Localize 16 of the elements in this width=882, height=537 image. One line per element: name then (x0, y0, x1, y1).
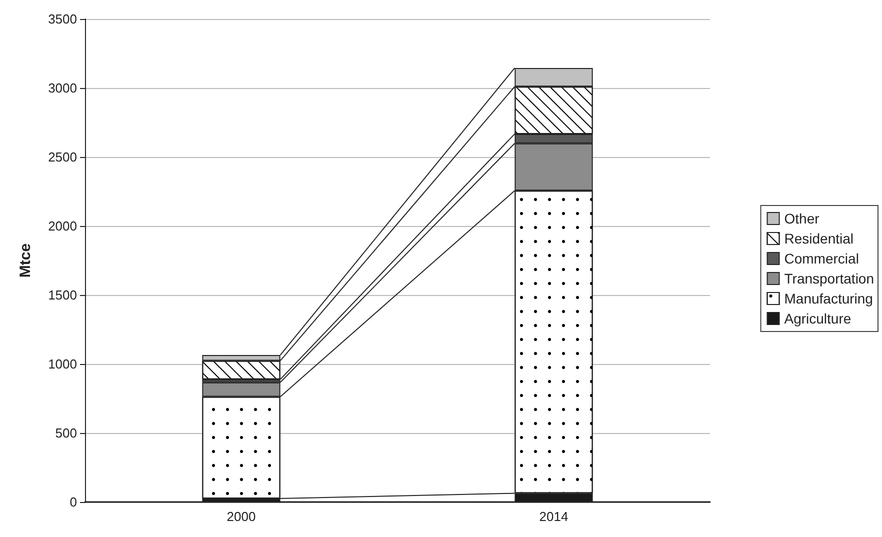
legend-label: Agriculture (784, 310, 852, 326)
legend-label: Residential (784, 230, 854, 246)
y-tick-label: 2000 (48, 218, 77, 234)
legend-label: Manufacturing (784, 290, 873, 306)
legend-label: Commercial (784, 250, 859, 266)
y-tick-label: 1500 (48, 288, 77, 302)
x-tick-label: 2014 (539, 509, 568, 524)
y-tick-label: 3500 (48, 12, 77, 26)
y-tick-label: 3000 (48, 80, 77, 96)
y-tick-label: 2500 (48, 150, 77, 164)
y-tick-label: 500 (55, 426, 77, 440)
legend-label: Transportation (784, 270, 874, 286)
y-axis-title: Mtce (17, 243, 34, 278)
y-tick-label: 1000 (48, 356, 77, 372)
y-tick-label: 0 (70, 494, 77, 510)
legend-label: Other (784, 210, 820, 226)
